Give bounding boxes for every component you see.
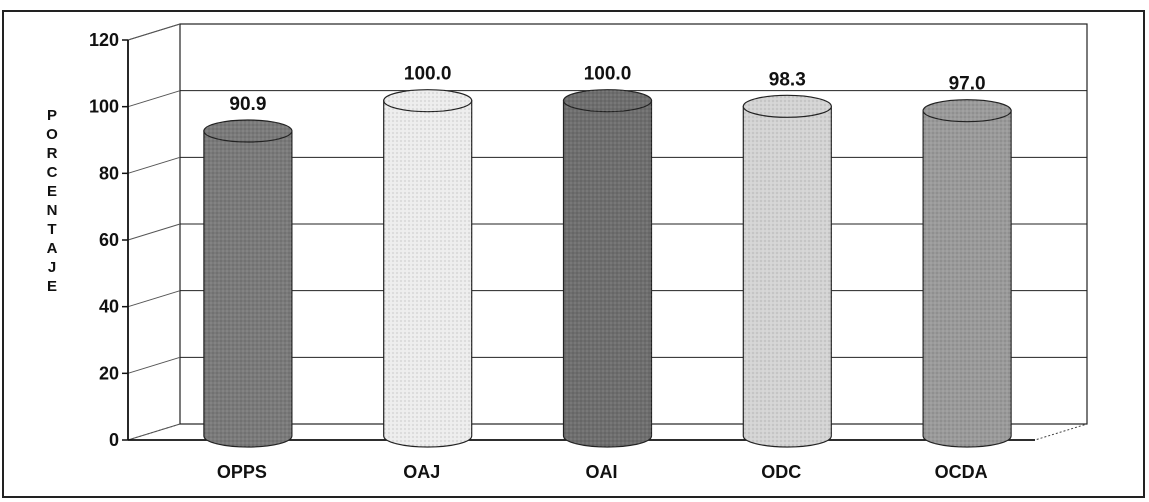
y-tick-label: 100: [89, 97, 119, 117]
data-label: 90.9: [229, 94, 266, 115]
category-labels: OPPS OAJ OAI ODC OCDA: [217, 462, 988, 482]
y-axis-label-char: E: [47, 278, 57, 295]
y-tick-label: 40: [99, 297, 119, 317]
bar-texture: [923, 110, 1012, 448]
data-label: 100.0: [584, 64, 632, 85]
y-axis-label-char: P: [47, 107, 57, 124]
data-labels: 90.9 100.0 100.0 98.3 97.0: [229, 64, 985, 115]
bar-texture: [203, 131, 292, 447]
bar-oai: [562, 89, 653, 448]
bar-top-texture: [743, 95, 832, 118]
bar-texture: [383, 100, 472, 448]
y-axis-label-char: R: [47, 145, 58, 162]
category-label: OAI: [585, 462, 617, 482]
y-axis-label-char: T: [47, 221, 56, 238]
y-axis-label-char: E: [47, 183, 57, 200]
y-axis-label-char: O: [46, 126, 58, 143]
gridline-side: [127, 23, 181, 41]
category-label: OCDA: [935, 462, 988, 482]
data-label: 98.3: [769, 69, 806, 90]
gridline-side: [127, 156, 181, 174]
y-tick-label: 60: [99, 230, 119, 250]
category-label: OPPS: [217, 462, 267, 482]
category-label: OAJ: [403, 462, 440, 482]
gridline-side: [127, 290, 181, 308]
y-axis-label-char: N: [47, 202, 58, 219]
bar-texture: [563, 100, 652, 448]
bar-top-texture: [563, 89, 652, 112]
bar-oaj: [383, 89, 473, 448]
data-label: 97.0: [949, 74, 986, 95]
bar-top-texture: [923, 99, 1012, 122]
bar-ocda: [922, 99, 1012, 448]
bar-odc: [742, 94, 832, 448]
gridline-side: [127, 423, 181, 441]
gridline-side: [127, 356, 181, 374]
y-tick-label: 20: [99, 363, 119, 383]
y-tick-label: 80: [99, 163, 119, 183]
bars: [203, 89, 1012, 448]
y-tick-label: 0: [109, 430, 119, 450]
category-label: ODC: [761, 462, 801, 482]
bar-top-texture: [203, 120, 292, 142]
bar-texture: [743, 106, 832, 447]
y-axis-label-char: J: [48, 259, 56, 276]
bar-opps: [203, 119, 293, 448]
bar-top-texture: [383, 89, 472, 112]
data-label: 100.0: [404, 64, 452, 85]
y-axis-label-char: C: [47, 164, 58, 181]
gridline-side: [127, 223, 181, 241]
y-axis-label-char: A: [47, 240, 58, 257]
y-tick-label: 120: [89, 30, 119, 50]
gridline-side: [127, 90, 181, 108]
